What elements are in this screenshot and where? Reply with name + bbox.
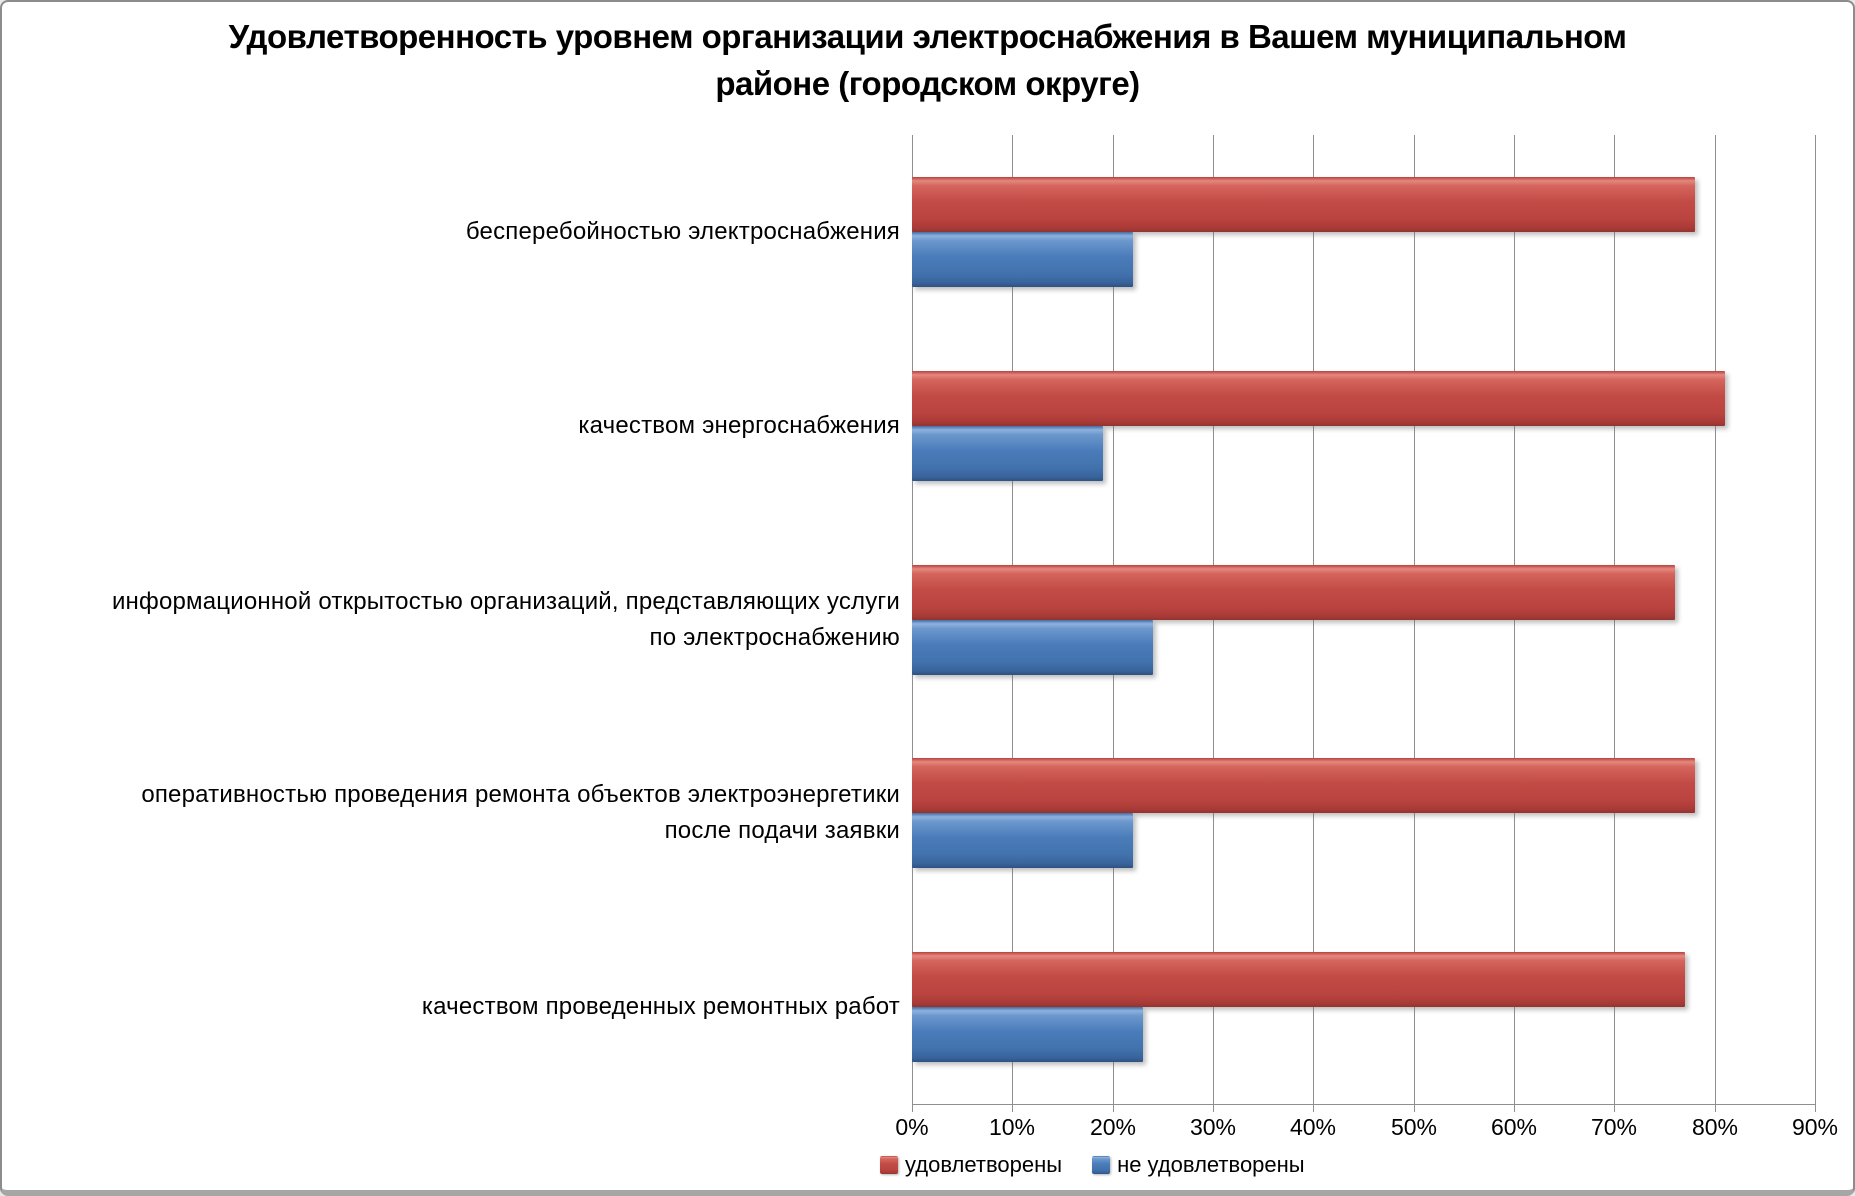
bar-satisfied [912, 758, 1695, 813]
bar-satisfied [912, 177, 1695, 232]
bar-not-satisfied [912, 232, 1133, 287]
x-tick-label: 0% [895, 1114, 929, 1140]
axis-tick [1213, 1104, 1214, 1112]
bar-not-satisfied [912, 620, 1153, 675]
x-tick-label: 30% [1189, 1114, 1237, 1140]
bar-satisfied [912, 565, 1675, 620]
axis-tick [1815, 1104, 1816, 1112]
axis-tick [1012, 1104, 1013, 1112]
bar-not-satisfied [912, 426, 1103, 481]
x-tick-label: 70% [1590, 1114, 1638, 1140]
category-label: информационной открытостью организаций, … [111, 587, 900, 651]
x-axis: 0% 10% 20% 30% 40% 50% 60% 70% 80% 90% [895, 1114, 1838, 1146]
category-label: бесперебойностью электроснабжения [465, 217, 900, 245]
plot-area [912, 135, 1816, 1112]
category-label: качеством проведенных ремонтных работ [421, 993, 900, 1021]
legend-item: не удовлетворены [1092, 1152, 1305, 1178]
legend-swatch [1092, 1156, 1111, 1174]
legend-label: не удовлетворены [1117, 1152, 1305, 1177]
axis-tick [912, 1104, 913, 1112]
x-tick-label: 60% [1490, 1114, 1538, 1140]
axis-tick [1414, 1104, 1415, 1112]
category-label: оперативностью проведения ремонта объект… [141, 781, 900, 845]
legend-swatch [880, 1156, 898, 1174]
axis-tick [1614, 1104, 1615, 1112]
x-tick-label: 10% [988, 1114, 1036, 1140]
x-tick-label: 90% [1791, 1114, 1839, 1140]
axis-tick [1715, 1104, 1716, 1112]
x-tick-label: 20% [1089, 1114, 1137, 1140]
x-tick-label: 40% [1289, 1114, 1337, 1140]
axis-tick [1113, 1104, 1114, 1112]
bar-satisfied [912, 371, 1725, 426]
x-tick-label: 50% [1390, 1114, 1438, 1140]
legend-item: удовлетворены [880, 1152, 1062, 1178]
axis-tick [1514, 1104, 1515, 1112]
x-tick-label: 80% [1691, 1114, 1739, 1140]
legend-label: удовлетворены [905, 1152, 1063, 1177]
category-axis: бесперебойностью электроснабжения качеств… [100, 135, 900, 1104]
axis-tick [1313, 1104, 1314, 1112]
bar-satisfied [912, 952, 1685, 1007]
category-label: качеством энергоснабжения [578, 411, 900, 439]
gridline [1715, 135, 1716, 1104]
legend: удовлетворены не удовлетворены [880, 1152, 1305, 1178]
chart-title: Удовлетворенность уровнем организации эл… [228, 18, 1627, 102]
bar-not-satisfied [912, 1007, 1143, 1062]
gridline [1815, 135, 1816, 1104]
bar-not-satisfied [912, 813, 1133, 868]
